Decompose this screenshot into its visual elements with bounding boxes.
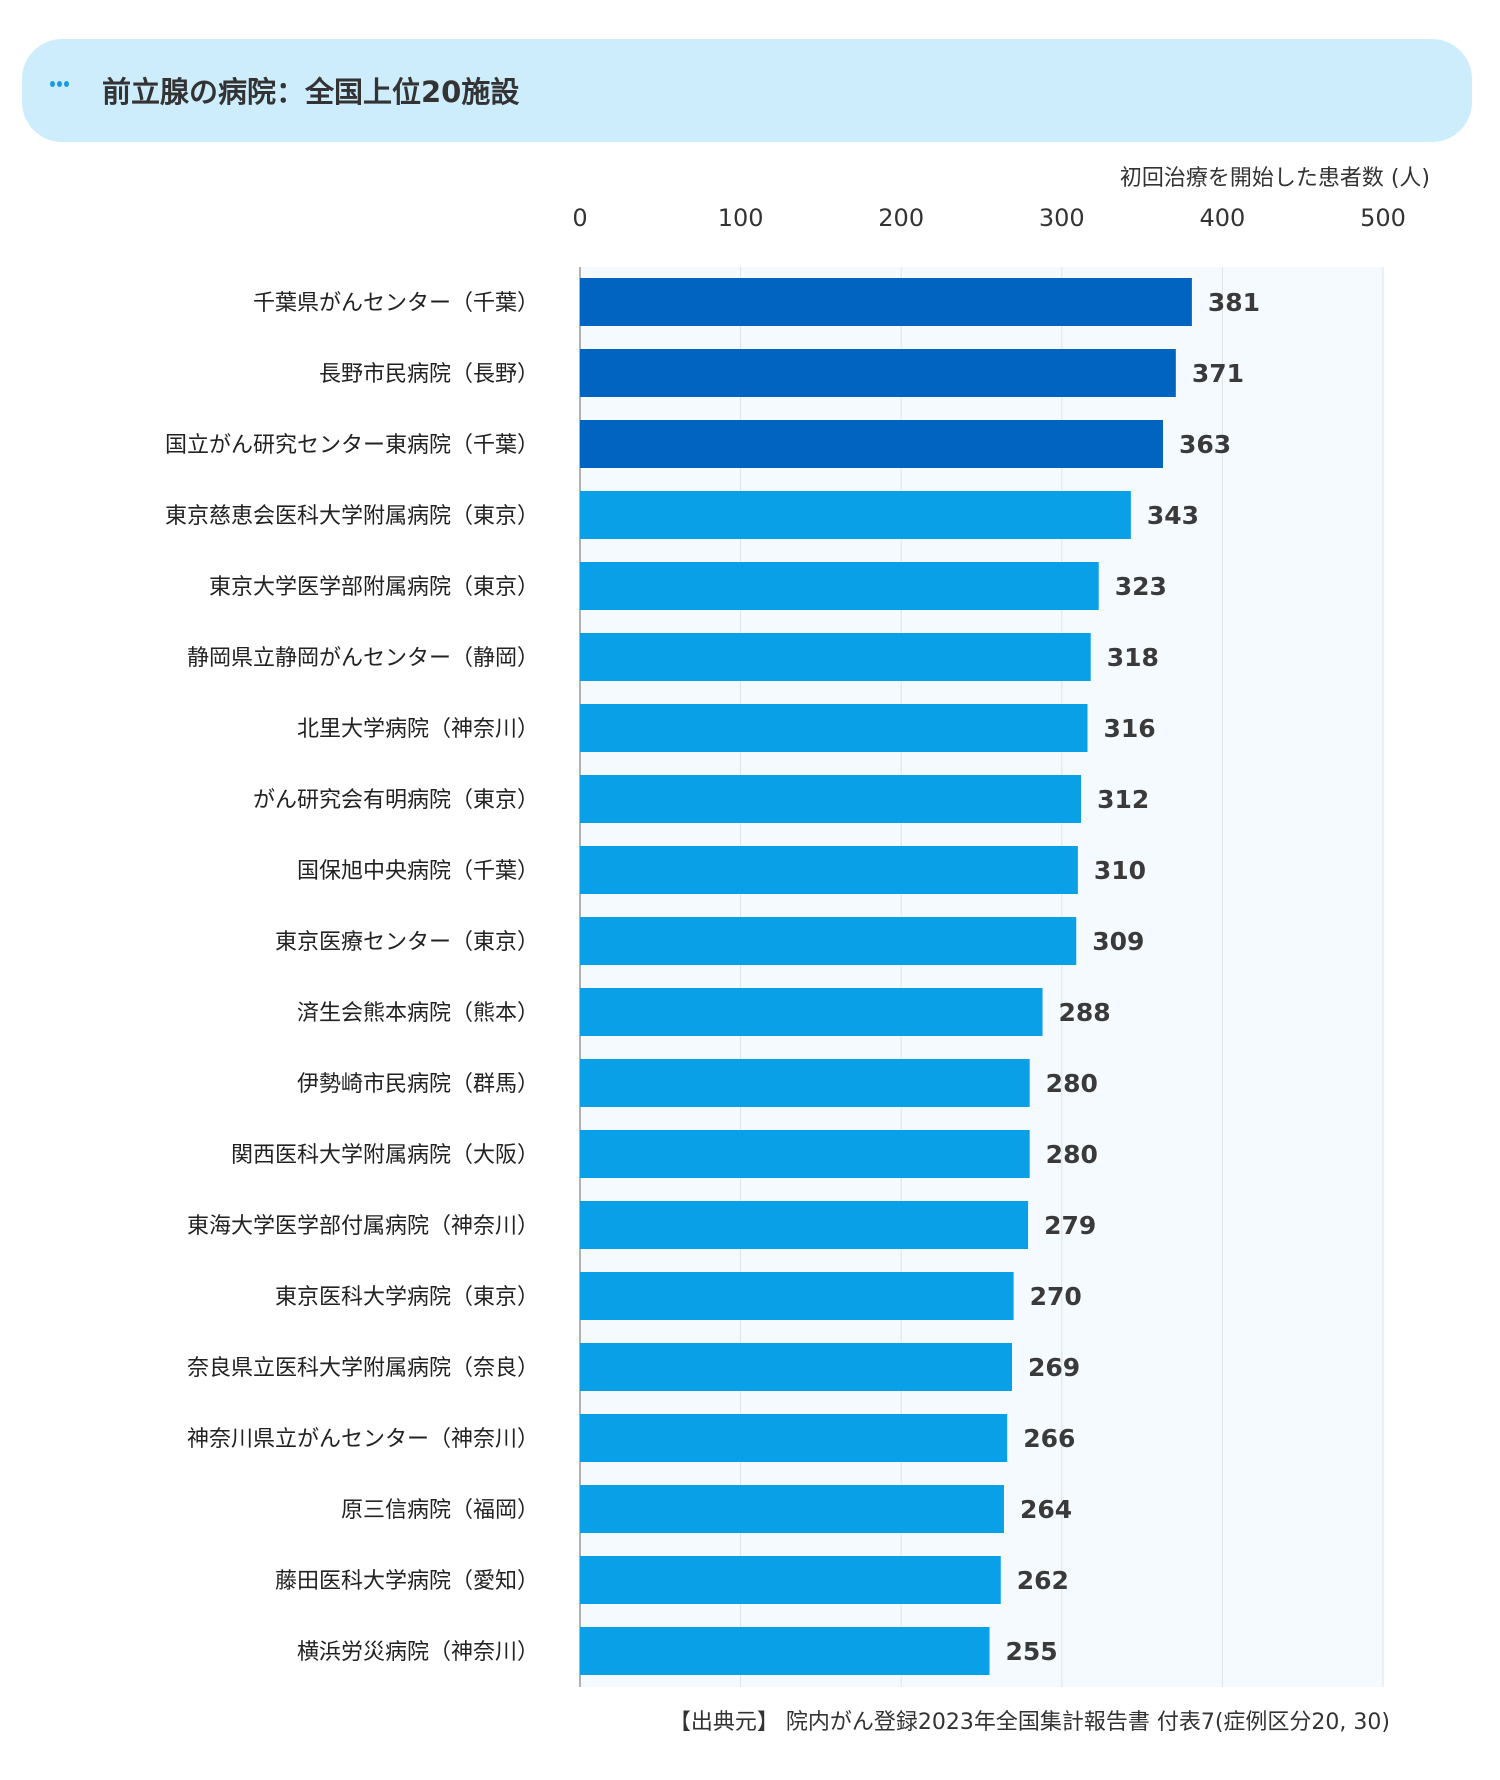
page-title: 前立腺の病院：全国上位20施設 (102, 75, 520, 109)
x-tick-label: 300 (1039, 204, 1085, 232)
bar (580, 562, 1099, 610)
bar (580, 420, 1163, 468)
category-label: 国保旭中央病院（千葉） (297, 859, 539, 884)
value-label: 309 (1092, 927, 1144, 956)
value-label: 312 (1097, 785, 1149, 814)
value-label: 316 (1103, 714, 1155, 743)
category-label: 神奈川県立がんセンター（神奈川） (187, 1427, 539, 1452)
value-label: 381 (1208, 288, 1260, 317)
value-label: 255 (1006, 1637, 1058, 1666)
bar (580, 491, 1131, 539)
value-label: 266 (1023, 1424, 1075, 1453)
bar (580, 278, 1192, 326)
category-label: 横浜労災病院（神奈川） (297, 1640, 539, 1665)
value-label: 262 (1017, 1566, 1069, 1595)
bar (580, 633, 1091, 681)
category-label: 千葉県がんセンター（千葉） (253, 291, 539, 316)
bar (580, 1272, 1014, 1320)
bar (580, 1485, 1004, 1533)
category-label: 国立がん研究センター東病院（千葉） (165, 433, 539, 458)
title-banner: 前立腺の病院：全国上位20施設 (22, 39, 1472, 142)
category-label: 済生会熊本病院（熊本） (297, 1001, 539, 1026)
plot-area (580, 267, 1383, 1687)
category-label: 東京医科大学病院（東京） (275, 1285, 539, 1310)
category-label: 東海大学医学部付属病院（神奈川） (187, 1214, 539, 1239)
value-label: 318 (1107, 643, 1159, 672)
bar (580, 988, 1043, 1036)
category-label: 東京慈恵会医科大学附属病院（東京） (165, 504, 539, 529)
category-label: がん研究会有明病院（東京） (253, 788, 539, 813)
category-label: 東京医療センター（東京） (275, 930, 539, 955)
value-label: 264 (1020, 1495, 1072, 1524)
bar (580, 1343, 1013, 1391)
value-label: 270 (1030, 1282, 1082, 1311)
x-axis-title: 初回治療を開始した患者数 (人) (1119, 166, 1430, 191)
x-tick-label: 500 (1360, 204, 1406, 232)
category-label: 長野市民病院（長野） (319, 362, 539, 387)
bar (580, 704, 1088, 752)
bar (580, 917, 1077, 965)
bar (580, 349, 1176, 397)
bar (580, 1414, 1008, 1462)
value-label: 279 (1044, 1211, 1096, 1240)
source-note: 【出典元】 院内がん登録2023年全国集計報告書 付表7(症例区分20, 30) (668, 1710, 1390, 1735)
x-tick-label: 200 (878, 204, 924, 232)
category-label: 原三信病院（福岡） (341, 1498, 539, 1523)
category-label: 関西医科大学附属病院（大阪） (231, 1143, 539, 1168)
category-label: 静岡県立静岡がんセンター（静岡） (187, 646, 539, 671)
value-label: 310 (1094, 856, 1146, 885)
x-tick-label: 0 (572, 204, 587, 232)
x-tick-label: 400 (1199, 204, 1245, 232)
value-label: 280 (1046, 1069, 1098, 1098)
bar (580, 775, 1082, 823)
bar (580, 1130, 1030, 1178)
value-label: 343 (1147, 501, 1199, 530)
category-label: 藤田医科大学病院（愛知） (275, 1569, 539, 1594)
bar (580, 846, 1078, 894)
ellipsis-icon (50, 81, 69, 87)
category-label: 北里大学病院（神奈川） (297, 717, 539, 742)
x-tick-label: 100 (718, 204, 764, 232)
bar (580, 1201, 1029, 1249)
value-label: 323 (1115, 572, 1167, 601)
category-label: 奈良県立医科大学附属病院（奈良） (187, 1356, 539, 1381)
category-label: 東京大学医学部附属病院（東京） (209, 575, 539, 600)
bar (580, 1627, 990, 1675)
value-label: 269 (1028, 1353, 1080, 1382)
bar (580, 1556, 1001, 1604)
value-label: 288 (1059, 998, 1111, 1027)
category-label: 伊勢崎市民病院（群馬） (297, 1072, 539, 1097)
value-label: 363 (1179, 430, 1231, 459)
bar (580, 1059, 1030, 1107)
value-label: 371 (1192, 359, 1244, 388)
value-label: 280 (1046, 1140, 1098, 1169)
